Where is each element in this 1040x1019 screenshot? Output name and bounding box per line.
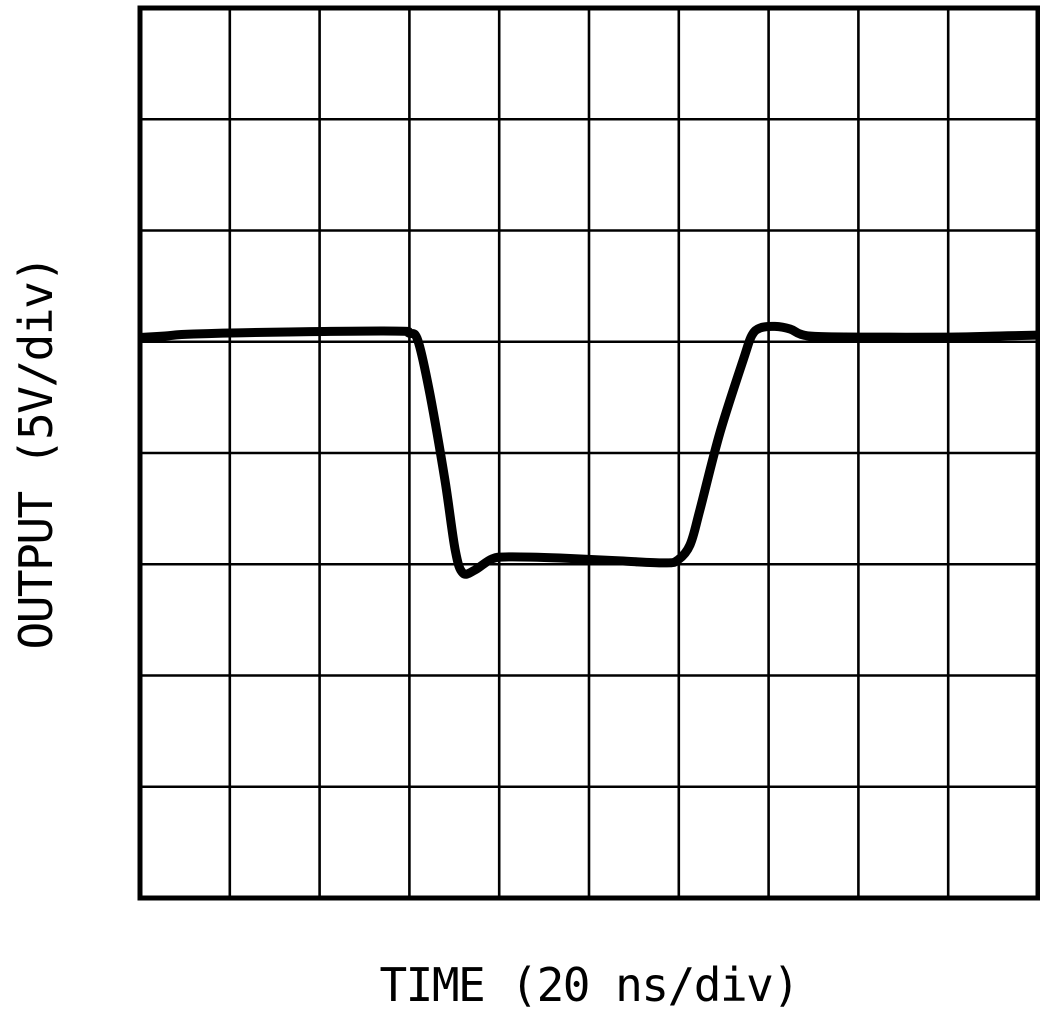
waveform-trace [139, 321, 1039, 579]
plot-frame [137, 5, 1040, 901]
x-axis-label: TIME (20 ns/div) [379, 958, 800, 1012]
y-axis-label: OUTPUT (5V/div) [9, 256, 63, 650]
